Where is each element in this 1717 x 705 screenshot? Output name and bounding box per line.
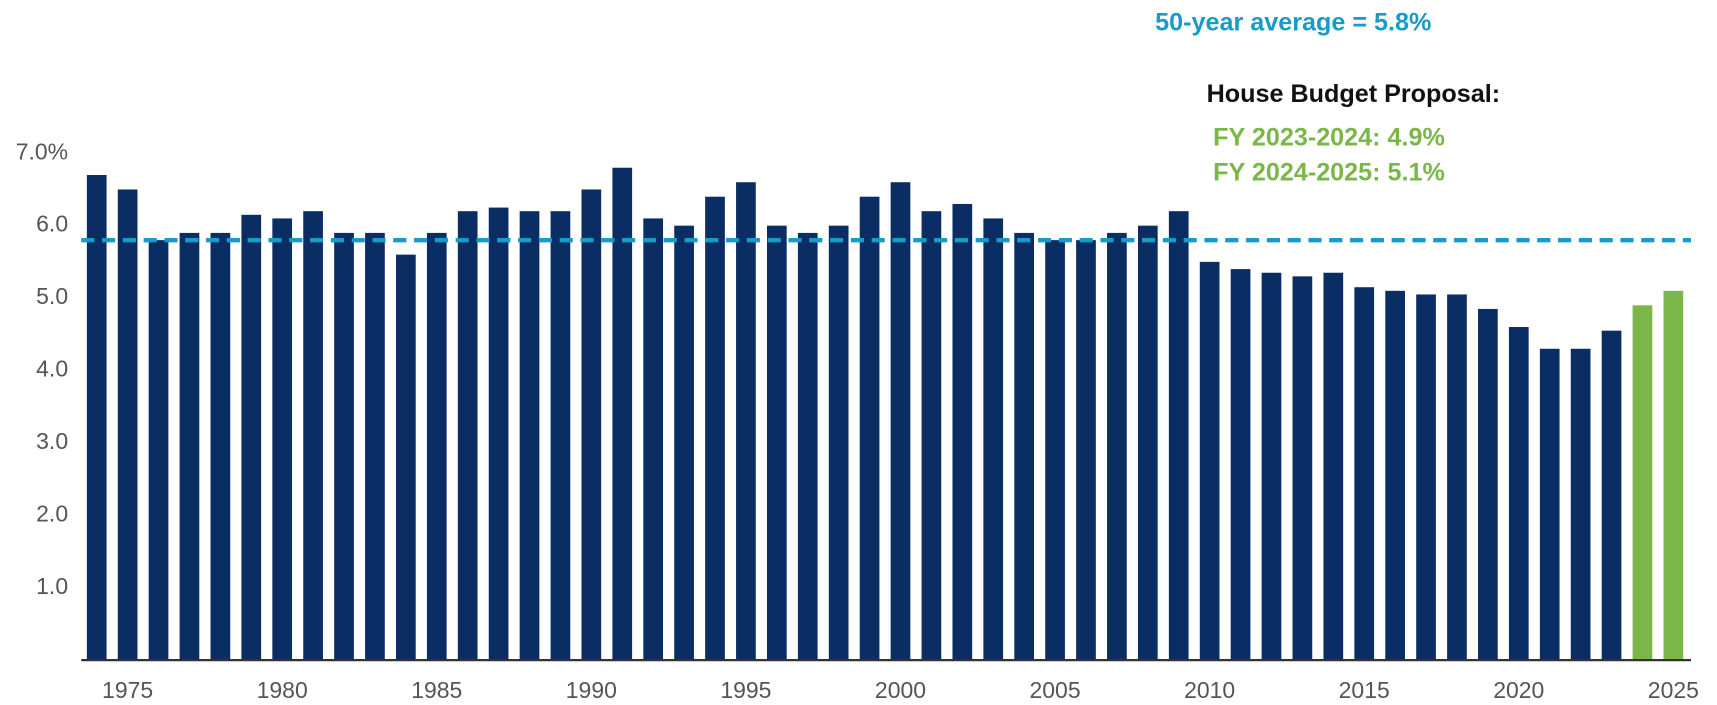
bar	[1539, 348, 1560, 661]
bar	[1447, 294, 1467, 661]
y-tick-label: 5.0	[36, 283, 68, 309]
x-tick-label: 2025	[1648, 677, 1699, 703]
bar	[766, 225, 787, 661]
bar	[117, 189, 138, 661]
x-tick-label: 2010	[1184, 677, 1235, 703]
proposal-line: FY 2024-2025: 5.1%	[1213, 159, 1445, 187]
x-tick-label: 2005	[1030, 677, 1081, 703]
bar	[241, 214, 262, 661]
y-tick-label: 7.0%	[16, 138, 68, 164]
bar	[1508, 327, 1529, 661]
bar	[1632, 305, 1653, 661]
bar	[1323, 272, 1344, 661]
bar	[1137, 225, 1158, 661]
bar	[1045, 240, 1065, 661]
bar	[1168, 211, 1189, 661]
bar	[1261, 272, 1282, 661]
bar	[736, 182, 756, 661]
bar	[1478, 308, 1498, 661]
bar	[643, 218, 664, 661]
bar	[1570, 348, 1591, 661]
bar	[86, 174, 107, 661]
proposal-line: FY 2023-2024: 4.9%	[1213, 124, 1445, 152]
bar	[581, 189, 602, 661]
bar	[612, 167, 633, 661]
x-tick-label: 2020	[1493, 677, 1544, 703]
x-tick-label: 1980	[257, 677, 308, 703]
bar	[983, 218, 1004, 661]
bar	[1230, 269, 1251, 661]
bar	[921, 211, 942, 661]
bar	[334, 232, 354, 661]
y-tick-label: 2.0	[36, 500, 68, 526]
bar	[674, 225, 694, 661]
bar	[488, 207, 509, 661]
bar	[457, 211, 478, 661]
bar	[519, 211, 540, 661]
bar	[1354, 287, 1375, 661]
bar	[1076, 240, 1096, 661]
bar	[705, 196, 725, 661]
bar	[179, 232, 200, 661]
bar	[1292, 276, 1313, 661]
bar	[859, 196, 880, 661]
bar	[426, 232, 447, 661]
bar	[365, 232, 385, 661]
x-tick-label: 1990	[566, 677, 617, 703]
proposal-heading: House Budget Proposal:	[1207, 80, 1501, 108]
bar	[1601, 330, 1622, 661]
bar	[828, 225, 849, 661]
y-tick-label: 1.0	[36, 573, 68, 599]
x-tick-label: 2000	[875, 677, 926, 703]
bar	[890, 182, 911, 661]
y-tick-label: 6.0	[36, 211, 68, 237]
bar	[1107, 232, 1127, 661]
bar	[303, 211, 323, 661]
x-tick-label: 1985	[411, 677, 462, 703]
bar	[396, 254, 416, 661]
bar	[1416, 294, 1436, 661]
y-tick-label: 3.0	[36, 428, 68, 454]
average-label: 50-year average = 5.8%	[1155, 9, 1431, 37]
x-tick-label: 2015	[1339, 677, 1390, 703]
bar	[1199, 261, 1220, 661]
x-tick-label: 1995	[720, 677, 771, 703]
bar	[550, 211, 571, 661]
bar	[797, 232, 818, 661]
bar	[952, 203, 973, 661]
bar	[1663, 290, 1684, 661]
x-tick-label: 1975	[102, 677, 153, 703]
bar	[148, 240, 169, 661]
bar	[210, 232, 231, 661]
y-tick-label: 4.0	[36, 356, 68, 382]
bar	[1385, 290, 1405, 661]
bar	[272, 218, 293, 661]
bar	[1014, 232, 1035, 661]
